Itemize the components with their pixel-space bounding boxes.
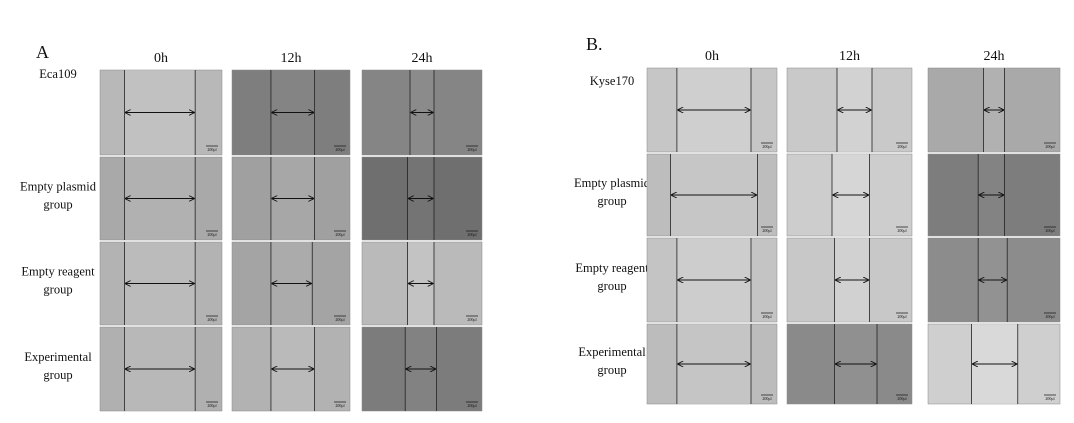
scale-bar-label: 200μl [207,317,217,322]
scale-bar-label: 200μl [762,314,772,319]
scale-bar-label: 200μl [467,147,477,152]
scale-bar-label: 200μl [1045,396,1055,401]
row-label: Empty reagent [575,261,649,275]
scale-bar-label: 200μl [335,317,345,322]
scale-bar-label: 200μl [207,403,217,408]
column-header: 12h [281,51,302,66]
scale-bar-label: 200μl [1045,144,1055,149]
row-label: group [43,283,72,297]
panel-label: B. [586,34,603,54]
row-label: group [597,279,626,293]
scale-bar-label: 200μl [1045,228,1055,233]
row-label: group [43,198,72,212]
scale-bar-label: 200μl [467,403,477,408]
scale-bar-label: 200μl [897,314,907,319]
scale-bar-label: 200μl [467,232,477,237]
scale-bar-label: 200μl [762,144,772,149]
scale-bar-label: 200μl [897,228,907,233]
row-label: group [43,368,72,382]
scale-bar-label: 200μl [335,403,345,408]
row-label: Experimental [578,345,646,359]
page: {"panels": [ {"label": "A", "columns": [… [0,0,1074,423]
row-label: Empty reagent [21,265,95,279]
scale-bar-label: 200μl [762,228,772,233]
row-label: Empty plasmid [574,176,651,190]
panel-label: A [36,42,49,62]
row-label: Kyse170 [590,74,634,88]
scale-bar-label: 200μl [335,232,345,237]
row-label: group [597,194,626,208]
column-header: 0h [154,51,168,66]
row-label: group [597,363,626,377]
scale-bar-label: 200μl [207,232,217,237]
column-header: 24h [984,49,1005,64]
row-label: Empty plasmid [20,180,97,194]
scale-bar-label: 200μl [897,144,907,149]
figure: A 0h 12h 24h Eca109 200μl 200μl 200μl Empty plas… [0,0,1074,423]
scale-bar-label: 200μl [897,396,907,401]
row-label: Experimental [24,350,92,364]
scale-bar-label: 200μl [762,396,772,401]
scale-bar-label: 200μl [1045,314,1055,319]
column-header: 0h [705,49,719,64]
row-label: Eca109 [39,67,76,81]
scale-bar-label: 200μl [467,317,477,322]
scale-bar-label: 200μl [335,147,345,152]
column-header: 24h [412,51,433,66]
scale-bar-label: 200μl [207,147,217,152]
column-header: 12h [839,49,860,64]
